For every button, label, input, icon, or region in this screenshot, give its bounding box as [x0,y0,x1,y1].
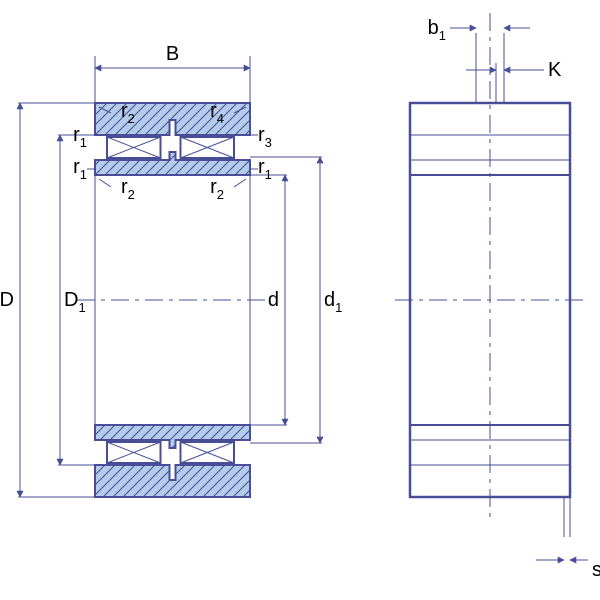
label-r1-l: r1 [73,124,87,150]
label-r2-br: r2 [210,176,224,202]
label-r1-l2: r1 [73,156,87,182]
label-d1: d1 [324,289,342,315]
bearing-diagram: BDD1dd1r2r4r1r3r1r1r2r2b1Ks [0,0,600,600]
label-B: B [166,43,179,65]
label-d: d [268,289,279,311]
label-D: D [0,289,14,311]
label-b1: b1 [428,17,446,43]
label-r2-bl: r2 [121,176,135,202]
label-K: K [548,59,562,81]
label-D1: D1 [64,289,86,315]
label-r1-r2: r1 [258,156,272,182]
label-s: s [592,559,600,581]
label-r3-r: r3 [258,124,272,150]
